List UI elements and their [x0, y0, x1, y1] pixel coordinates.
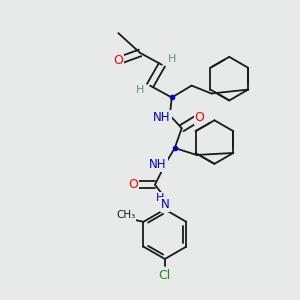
Text: NH: NH	[149, 158, 167, 171]
Text: O: O	[195, 111, 205, 124]
Text: O: O	[128, 178, 138, 191]
Text: H: H	[136, 85, 144, 94]
Text: Cl: Cl	[159, 269, 171, 282]
Text: H: H	[168, 54, 176, 64]
Text: NH: NH	[153, 111, 171, 124]
Text: N: N	[160, 198, 169, 211]
Text: CH₃: CH₃	[116, 210, 135, 220]
Text: H: H	[156, 193, 164, 202]
Text: O: O	[113, 54, 123, 67]
